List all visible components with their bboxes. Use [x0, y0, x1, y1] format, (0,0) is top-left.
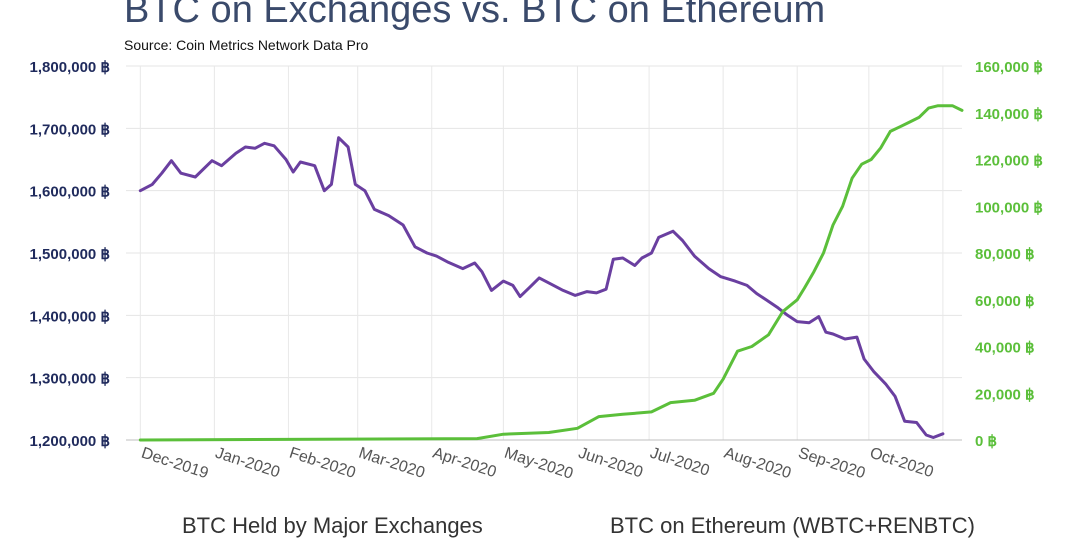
series-line-ethereum [138, 104, 964, 442]
x-axis-tick-label: May-2020 [502, 445, 575, 483]
x-axis-tick-label: Dec-2019 [139, 445, 210, 483]
right-axis-tick-label: 80,000 ฿ [975, 246, 1035, 263]
right-axis-tick-label: 120,000 ฿ [975, 153, 1043, 170]
x-axis-tick-label: Apr-2020 [431, 445, 499, 482]
x-axis-tick-label: Jul-2020 [648, 445, 712, 480]
x-axis-tick-label: Feb-2020 [287, 445, 357, 482]
left-axis-tick-label: 1,200,000 ฿ [30, 433, 110, 450]
legend-item-exchanges: BTC Held by Major Exchanges [182, 513, 483, 538]
left-axis-tick-label: 1,800,000 ฿ [30, 59, 110, 76]
right-axis-tick-label: 0 ฿ [975, 433, 997, 450]
x-axis-tick-label: Jun-2020 [576, 445, 645, 482]
chart-source: Source: Coin Metrics Network Data Pro [124, 37, 369, 53]
right-axis-tick-label: 100,000 ฿ [975, 199, 1043, 216]
series-lines [138, 104, 964, 442]
x-axis-tick-label: Oct-2020 [868, 445, 936, 482]
legend-item-ethereum: BTC on Ethereum (WBTC+RENBTC) [610, 513, 975, 538]
left-axis-tick-label: 1,700,000 ฿ [30, 121, 110, 138]
left-axis-tick-label: 1,400,000 ฿ [30, 308, 110, 325]
right-axis-tick-label: 160,000 ฿ [975, 59, 1043, 76]
right-axis-tick-label: 60,000 ฿ [975, 293, 1035, 310]
left-axis-ticks: 1,800,000 ฿ 1,700,000 ฿ 1,600,000 ฿ 1,500,0… [30, 59, 110, 450]
right-axis-tick-label: 40,000 ฿ [975, 340, 1035, 357]
x-axis-tick-label: Mar-2020 [356, 445, 426, 482]
right-axis-tick-label: 140,000 ฿ [975, 106, 1043, 123]
left-axis-tick-label: 1,500,000 ฿ [30, 246, 110, 263]
x-axis-tick-label: Jan-2020 [213, 445, 282, 482]
left-axis-tick-label: 1,600,000 ฿ [30, 184, 110, 201]
chart-title: BTC on Exchanges vs. BTC on Ethereum [124, 0, 826, 31]
x-axis-tick-label: Aug-2020 [722, 445, 793, 483]
x-axis-tick-label: Sep-2020 [796, 445, 867, 483]
left-axis-tick-label: 1,300,000 ฿ [30, 371, 110, 388]
grid-lines [126, 65, 962, 441]
right-axis-tick-label: 20,000 ฿ [975, 386, 1035, 403]
right-axis-ticks: 160,000 ฿ 140,000 ฿ 120,000 ฿ 100,000 ฿ 80,0… [975, 59, 1043, 450]
series-line-exchanges [138, 136, 945, 439]
